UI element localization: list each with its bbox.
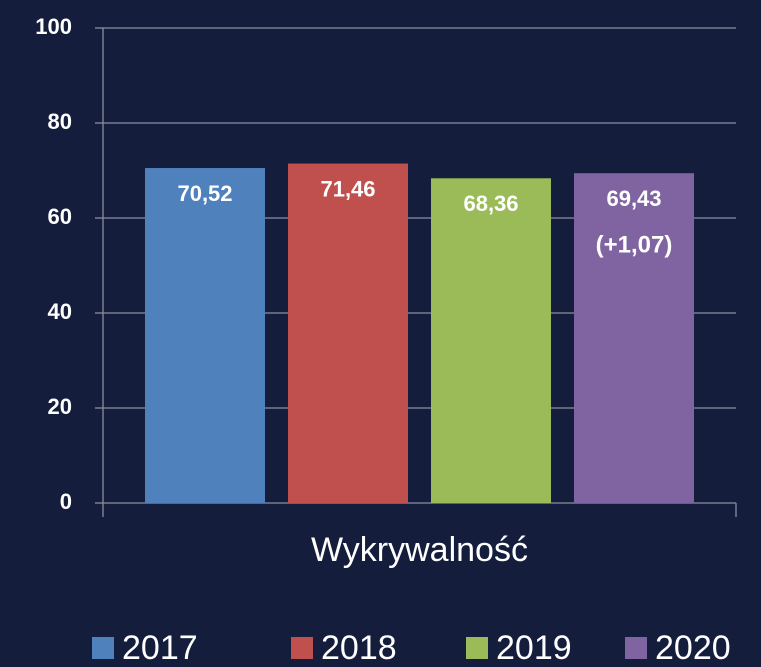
y-tick-label: 0 (60, 489, 72, 514)
legend-swatch (92, 637, 114, 659)
y-tick-label: 20 (48, 394, 72, 419)
bar (574, 173, 694, 503)
legend-swatch (466, 637, 488, 659)
x-tick-label: Wykrywalność (311, 531, 528, 569)
annotation: (+1,07) (596, 232, 673, 259)
y-tick-label: 40 (48, 299, 72, 324)
legend-label: 2020 (655, 629, 731, 667)
legend-label: 2018 (321, 629, 397, 667)
data-label: 69,43 (606, 186, 661, 211)
y-tick-label: 100 (35, 14, 72, 39)
data-label: 71,46 (320, 176, 375, 201)
data-label: 68,36 (463, 191, 518, 216)
y-tick-label: 80 (48, 109, 72, 134)
bar (288, 163, 408, 503)
data-label: 70,52 (177, 181, 232, 206)
legend-label: 2017 (122, 629, 198, 667)
legend-label: 2019 (496, 629, 572, 667)
legend-swatch (625, 637, 647, 659)
bar (431, 178, 551, 504)
legend-swatch (291, 637, 313, 659)
bar (145, 168, 265, 503)
y-tick-label: 60 (48, 204, 72, 229)
